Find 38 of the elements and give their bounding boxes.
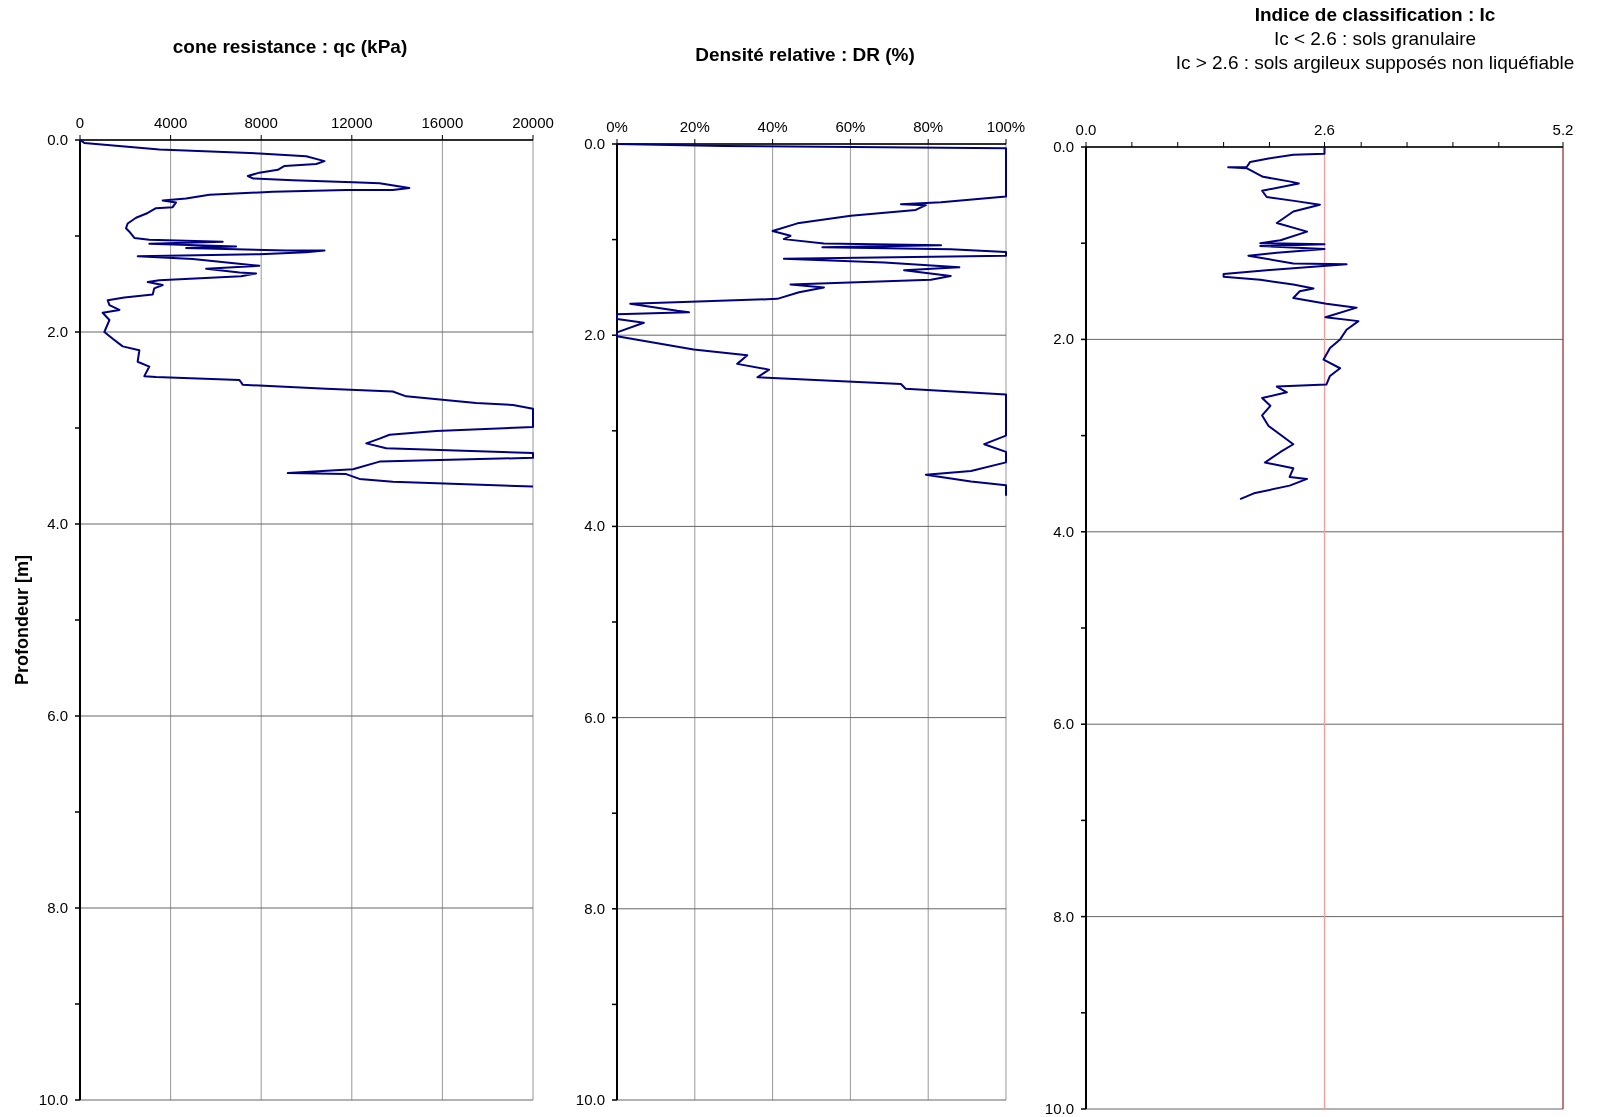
chart-subtitle: Ic < 2.6 : sols granulaire Ic > 2.6 : sols argileux supposés non liquéfiable — [1175, 28, 1575, 73]
x-tick-label: 5.2 — [1552, 121, 1574, 138]
y-tick-label: 6.0 — [1053, 715, 1074, 733]
y-tick-label: 8.0 — [47, 899, 68, 916]
x-tick-label: 80% — [913, 118, 944, 135]
x-tick-label: 0% — [606, 118, 628, 135]
x-tick-label: 2.6 — [1314, 121, 1335, 138]
y-tick-label: 10.0 — [1044, 1100, 1074, 1117]
x-tick-label: 0.0 — [1075, 121, 1097, 138]
y-tick-label: 6.0 — [47, 707, 68, 724]
y-tick-label: 8.0 — [1053, 907, 1074, 925]
x-tick-label: 4000 — [153, 114, 188, 131]
chart-title: Densité relative : DR (%) — [695, 44, 915, 65]
y-tick-label: 4.0 — [47, 515, 68, 532]
y-tick-label: 6.0 — [584, 708, 605, 726]
chart-title: Indice de classification : Ic — [1254, 4, 1496, 25]
x-tick-label: 20000 — [512, 114, 554, 131]
x-tick-label: 0 — [75, 114, 85, 131]
y-tick-label: 10.0 — [38, 1091, 68, 1108]
y-tick-label: 8.0 — [584, 899, 605, 917]
x-tick-label: 100% — [986, 118, 1026, 135]
x-tick-label: 8000 — [244, 114, 278, 131]
y-tick-label: 4.0 — [1053, 522, 1074, 540]
y-tick-label: 10.0 — [575, 1091, 605, 1108]
x-tick-label: 60% — [835, 118, 866, 135]
x-tick-label: 20% — [679, 118, 710, 135]
y-tick-label: 2.0 — [1053, 330, 1074, 348]
y-tick-label: 4.0 — [584, 517, 605, 535]
y-tick-label: 2.0 — [47, 323, 68, 340]
y-axis-title: Profondeur [m] — [12, 555, 32, 685]
x-tick-label: 12000 — [330, 114, 373, 131]
x-tick-label: 40% — [757, 118, 788, 135]
line-series — [1222, 146, 1360, 501]
x-tick-label: 16000 — [421, 114, 464, 131]
chart-title: cone resistance : qc (kPa) — [172, 36, 408, 57]
y-tick-label: 2.0 — [584, 326, 605, 344]
y-tick-label: 0.0 — [1053, 138, 1074, 155]
y-tick-label: 0.0 — [584, 135, 605, 152]
